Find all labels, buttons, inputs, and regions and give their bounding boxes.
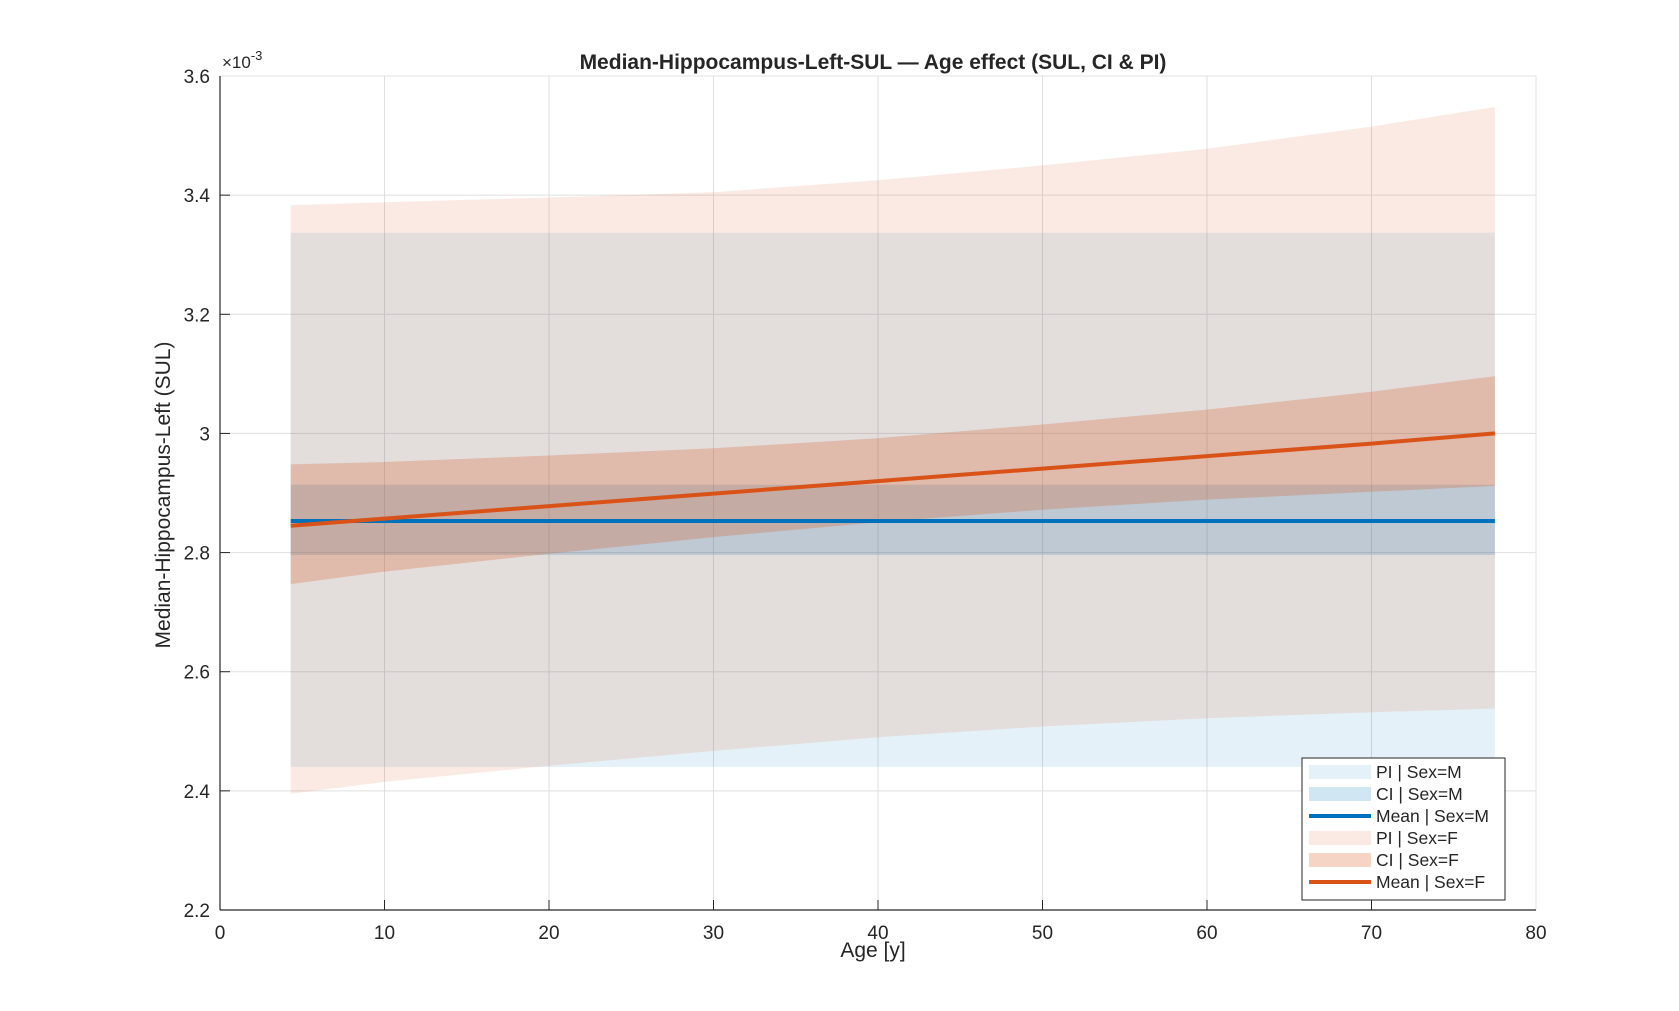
y-tick-label: 3 [199,424,210,445]
y-exponent-power: -3 [251,48,263,63]
x-tick-labels: 0 10 20 30 40 50 60 70 80 [215,923,1547,944]
legend-label-mean-sex-f: Mean | Sex=F [1376,872,1485,892]
y-tick-label: 2.8 [184,544,210,565]
y-exponent-base: ×10 [222,53,251,72]
band-layer [290,107,1495,794]
legend-label-ci-sex-f: CI | Sex=F [1376,850,1459,870]
y-tick-label: 3.6 [184,67,210,88]
legend-swatch-ci-sex-m [1309,787,1371,801]
legend-swatch-ci-sex-f [1309,853,1371,867]
band-pi-sex-m [290,232,1495,767]
y-tick-label: 2.2 [184,901,210,922]
legend-box [1301,757,1506,901]
chart-title: Median-Hippocampus-Left-SUL — Age effect… [580,51,1167,74]
y-tick-label: 2.6 [184,663,210,684]
legend-swatch-pi-sex-f [1309,831,1371,845]
line-mean-sex-f [290,431,1496,528]
x-tick-label: 60 [1196,923,1217,944]
y-tick-label: 3.4 [184,186,211,207]
legend-label-mean-sex-m: Mean | Sex=M [1376,806,1489,826]
legend-label-pi-sex-f: PI | Sex=F [1376,828,1458,848]
x-tick-label: 20 [538,923,559,944]
x-tick-label: 40 [867,923,888,944]
legend-label-pi-sex-m: PI | Sex=M [1376,762,1462,782]
x-tick-label: 50 [1032,923,1053,944]
y-tick-label: 2.4 [184,782,211,803]
x-tick-label: 30 [703,923,724,944]
x-tick-label: 80 [1525,923,1546,944]
x-axis-label: Age [y] [840,939,905,962]
y-tick-label: 3.2 [184,305,210,326]
y-exponent-label: ×10-3 [222,48,262,72]
band-pi-sex-f [290,107,1495,794]
y-tick-labels: 2.2 2.4 2.6 2.8 3 3.2 3.4 3.6 [184,67,211,922]
x-tick-label: 0 [215,923,226,944]
x-tick-label: 70 [1361,923,1382,944]
x-tick-label: 10 [374,923,395,944]
legend-swatch-pi-sex-m [1309,765,1371,779]
legend-label-ci-sex-m: CI | Sex=M [1376,784,1463,804]
axes [219,75,1537,911]
y-axis-label: Median-Hippocampus-Left (SUL) [152,342,175,649]
line-layer [290,431,1496,528]
